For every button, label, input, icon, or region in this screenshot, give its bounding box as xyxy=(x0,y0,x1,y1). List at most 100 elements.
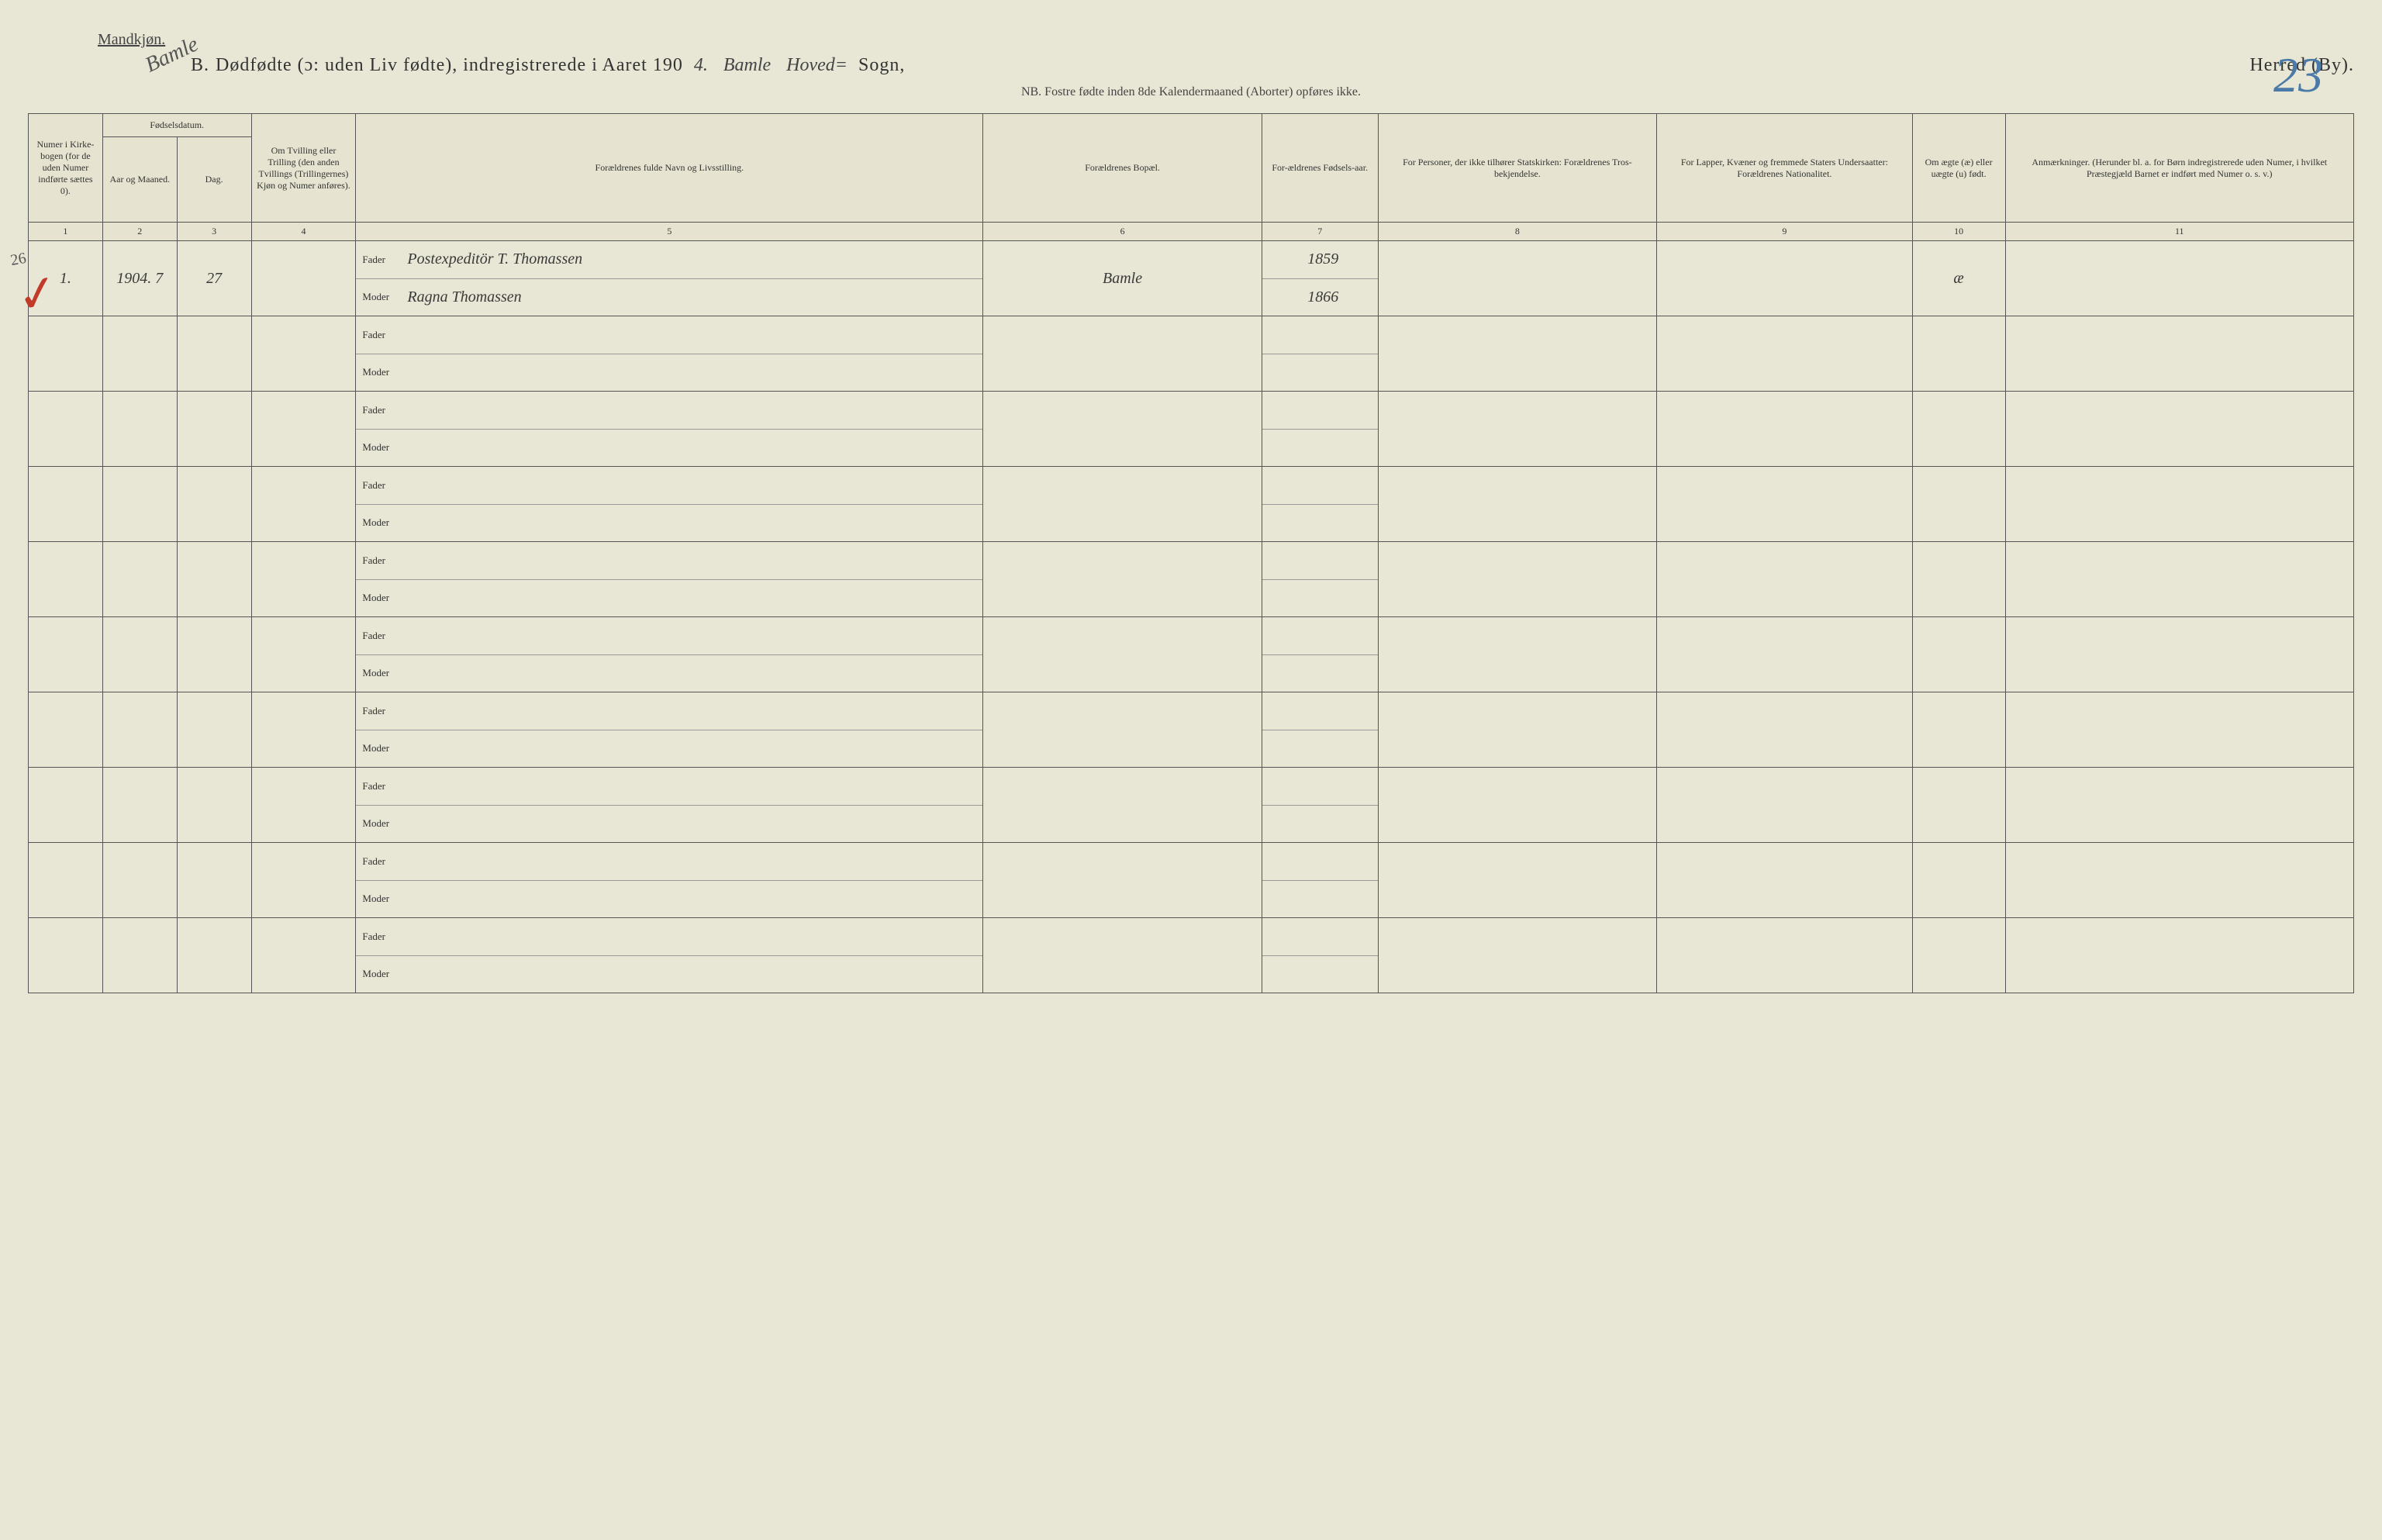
cell-twin xyxy=(251,542,356,617)
col-header-3: Om Tvilling eller Trilling (den anden Tv… xyxy=(251,114,356,223)
cell-num xyxy=(29,467,103,542)
cell-day xyxy=(177,843,251,918)
title-text: Dødfødte (ɔ: uden Liv fødte), indregistr… xyxy=(216,55,683,76)
cell-bopael xyxy=(983,692,1262,768)
cell-year-month xyxy=(102,392,177,467)
cell-parent-years xyxy=(1262,542,1378,617)
col-num: 3 xyxy=(177,223,251,241)
col-num: 7 xyxy=(1262,223,1378,241)
table-row: FaderModer xyxy=(29,617,2354,692)
col-header-1: Numer i Kirke-bogen (for de uden Numer i… xyxy=(29,114,103,223)
cell-anm xyxy=(2005,467,2353,542)
register-page: Mandkjøn. Bamle B. Dødfødte (ɔ: uden Liv… xyxy=(28,31,2354,993)
cell-day xyxy=(177,617,251,692)
cell-tros xyxy=(1378,241,1657,316)
col-header-10: Anmærkninger. (Herunder bl. a. for Børn … xyxy=(2005,114,2353,223)
cell-parents: FaderModer xyxy=(356,768,983,843)
cell-parent-years xyxy=(1262,316,1378,392)
fader-year xyxy=(1262,843,1378,881)
cell-num xyxy=(29,316,103,392)
cell-parents: FaderModer xyxy=(356,617,983,692)
cell-parents: FaderModer xyxy=(356,843,983,918)
moder-line: Moder xyxy=(356,580,982,617)
moder-year xyxy=(1262,730,1378,768)
fader-year xyxy=(1262,617,1378,655)
cell-twin xyxy=(251,768,356,843)
moder-line: Moder xyxy=(356,505,982,542)
cell-num xyxy=(29,617,103,692)
col-num: 11 xyxy=(2005,223,2353,241)
col-num: 6 xyxy=(983,223,1262,241)
moder-year xyxy=(1262,806,1378,843)
fader-line: Fader xyxy=(356,316,982,354)
col-header-2a: Aar og Maaned. xyxy=(102,137,177,223)
fader-line: Fader xyxy=(356,467,982,505)
cell-year-month: 1904. 7 xyxy=(102,241,177,316)
cell-parents: FaderModer xyxy=(356,692,983,768)
table-row: 1.1904. 727FaderPostexpeditör T. Thomass… xyxy=(29,241,2354,316)
cell-nat xyxy=(1657,542,1913,617)
cell-aegte xyxy=(1912,843,2005,918)
cell-parents: FaderModer xyxy=(356,392,983,467)
cell-day xyxy=(177,392,251,467)
cell-aegte xyxy=(1912,768,2005,843)
page-number: 23 xyxy=(2273,47,2323,104)
cell-anm xyxy=(2005,542,2353,617)
fader-year xyxy=(1262,392,1378,430)
cell-nat xyxy=(1657,617,1913,692)
cell-bopael xyxy=(983,467,1262,542)
moder-line: ModerRagna Thomassen xyxy=(356,279,982,316)
cell-parent-years xyxy=(1262,617,1378,692)
fader-line: FaderPostexpeditör T. Thomassen xyxy=(356,241,982,279)
cell-year-month xyxy=(102,918,177,993)
gender-label: Mandkjøn. xyxy=(98,31,2354,49)
cell-aegte xyxy=(1912,918,2005,993)
col-header-4: Forældrenes fulde Navn og Livsstilling. xyxy=(356,114,983,223)
parish-2: Hoved= xyxy=(782,55,852,76)
cell-aegte xyxy=(1912,692,2005,768)
cell-anm xyxy=(2005,768,2353,843)
cell-parent-years xyxy=(1262,467,1378,542)
cell-tros xyxy=(1378,843,1657,918)
cell-nat xyxy=(1657,918,1913,993)
cell-num xyxy=(29,392,103,467)
cell-tros xyxy=(1378,542,1657,617)
title-line: B. Dødfødte (ɔ: uden Liv fødte), indregi… xyxy=(191,55,2354,76)
table-body: 1.1904. 727FaderPostexpeditör T. Thomass… xyxy=(29,241,2354,993)
col-num: 10 xyxy=(1912,223,2005,241)
fader-line: Fader xyxy=(356,918,982,956)
fader-line: Fader xyxy=(356,768,982,806)
year-suffix: 4. xyxy=(689,55,713,76)
cell-anm xyxy=(2005,692,2353,768)
cell-parent-years xyxy=(1262,768,1378,843)
moder-line: Moder xyxy=(356,730,982,768)
cell-tros xyxy=(1378,692,1657,768)
cell-day xyxy=(177,768,251,843)
cell-aegte xyxy=(1912,617,2005,692)
moder-year xyxy=(1262,881,1378,918)
moder-year xyxy=(1262,430,1378,467)
cell-bopael xyxy=(983,918,1262,993)
col-num: 4 xyxy=(251,223,356,241)
table-row: FaderModer xyxy=(29,316,2354,392)
cell-twin xyxy=(251,617,356,692)
cell-aegte xyxy=(1912,392,2005,467)
moder-year: 1866 xyxy=(1262,279,1378,316)
cell-twin xyxy=(251,843,356,918)
cell-year-month xyxy=(102,617,177,692)
parish-1: Bamle xyxy=(719,55,775,76)
cell-tros xyxy=(1378,768,1657,843)
cell-year-month xyxy=(102,692,177,768)
col-header-7: For Personer, der ikke tilhører Statskir… xyxy=(1378,114,1657,223)
cell-anm xyxy=(2005,918,2353,993)
cell-nat xyxy=(1657,692,1913,768)
fader-year xyxy=(1262,918,1378,956)
cell-parents: FaderModer xyxy=(356,918,983,993)
col-num: 1 xyxy=(29,223,103,241)
cell-twin xyxy=(251,467,356,542)
cell-year-month xyxy=(102,542,177,617)
cell-parents: FaderModer xyxy=(356,467,983,542)
moder-line: Moder xyxy=(356,655,982,692)
moder-year xyxy=(1262,354,1378,392)
moder-line: Moder xyxy=(356,354,982,392)
